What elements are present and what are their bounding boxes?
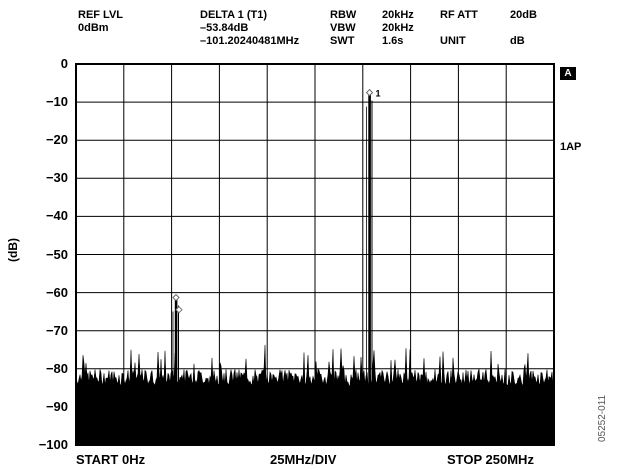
x-division-label: 25MHz/DIV [270,452,337,467]
y-tick-label: −20 [45,132,68,148]
rbw-value: 20kHz [382,9,414,21]
rbw-label: RBW [330,9,357,21]
rf-att-value: 20dB [510,9,537,21]
x-stop-label: STOP 250MHz [447,452,534,467]
delta-marker [175,306,183,314]
y-tick-label: −100 [38,437,68,452]
spectrum-peak [368,92,371,392]
y-tick-label: −50 [45,246,68,262]
x-start-label: START 0Hz [76,452,146,467]
plot-frame [75,63,555,446]
spectrum-peak [174,297,178,392]
delta-marker-label: DELTA 1 (T1) [200,9,268,21]
peak-marker-label: 1 [375,89,380,99]
trace-mode-label: 1AP [560,141,582,153]
delta-frequency-value: –101.20240481MHz [200,35,300,47]
unit-value: dB [510,35,525,47]
swt-label: SWT [330,35,355,47]
delta-level-value: –53.84dB [200,22,249,34]
trace-badge: A [560,67,576,80]
y-tick-label: −60 [45,284,68,300]
vbw-value: 20kHz [382,22,414,34]
y-tick-label: −80 [45,360,68,376]
rf-att-label: RF ATT [440,9,478,21]
y-tick-label: −10 [45,94,68,110]
y-tick-label: −70 [45,322,68,338]
y-tick-label: −90 [45,398,68,414]
peak-marker [365,88,374,97]
vbw-label: VBW [330,22,356,34]
figure-id: 05252-011 [597,394,608,442]
swt-value: 1.6s [382,35,404,47]
ref-level-label: REF LVL [78,9,124,21]
ref-level-value: 0dBm [78,22,109,34]
y-tick-label: −40 [45,208,68,224]
y-tick-label: 0 [60,56,68,71]
y-tick-label: −30 [45,170,68,186]
peak-marker [172,293,180,302]
unit-label: UNIT [440,35,466,47]
